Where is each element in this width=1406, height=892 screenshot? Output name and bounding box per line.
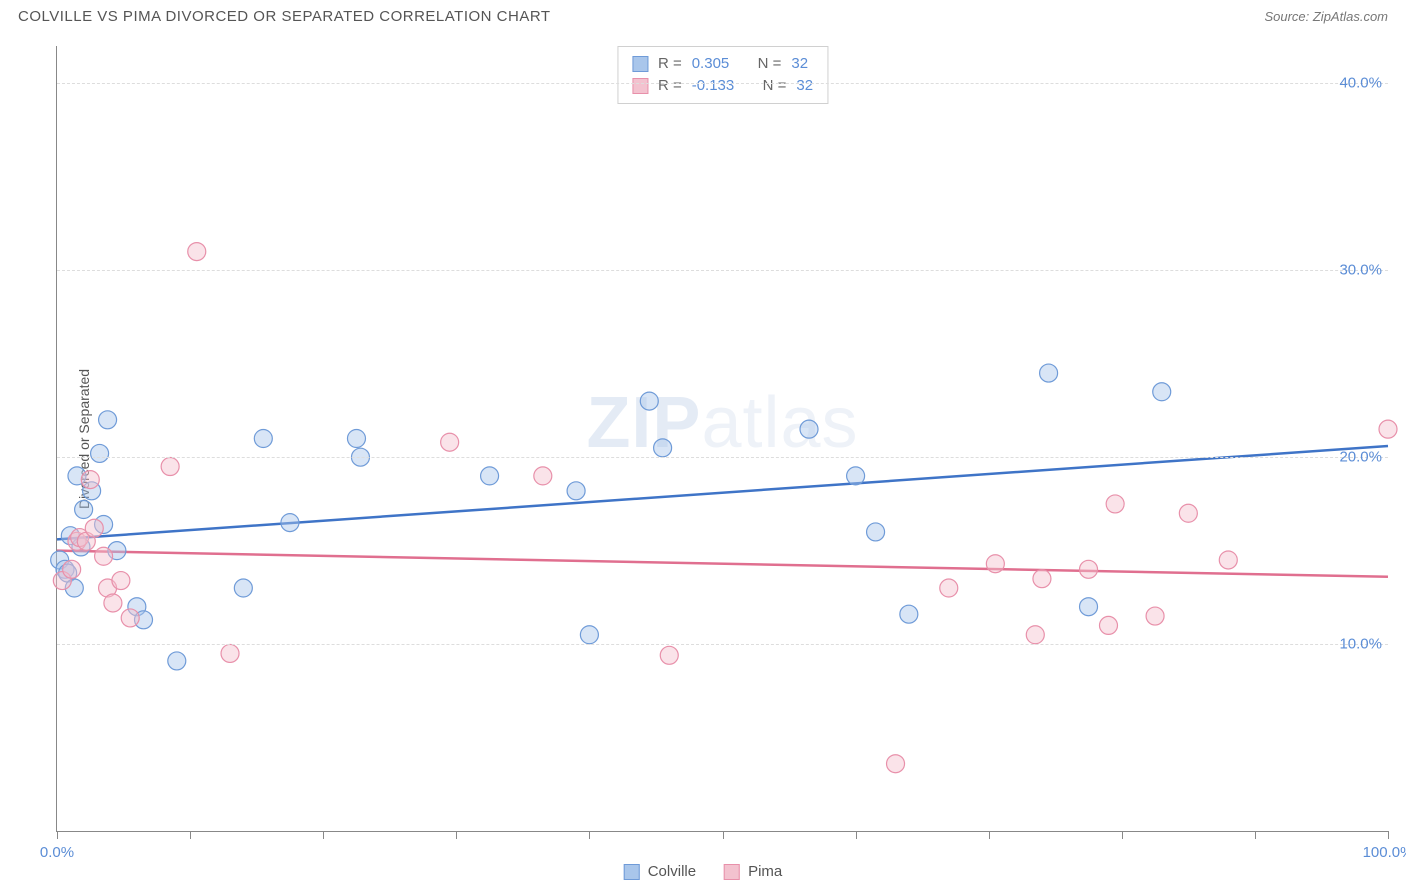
data-point — [800, 420, 818, 438]
data-point — [63, 560, 81, 578]
y-tick-label: 20.0% — [1339, 449, 1382, 466]
trend-line — [57, 446, 1388, 539]
data-point — [1106, 495, 1124, 513]
x-tick — [1255, 831, 1256, 839]
data-point — [654, 439, 672, 457]
x-tick — [323, 831, 324, 839]
data-point — [1179, 504, 1197, 522]
data-point — [112, 572, 130, 590]
data-point — [887, 755, 905, 773]
data-point — [104, 594, 122, 612]
chart-title: COLVILLE VS PIMA DIVORCED OR SEPARATED C… — [18, 8, 551, 25]
legend-label: Pima — [748, 863, 782, 880]
x-tick — [989, 831, 990, 839]
data-point — [1026, 626, 1044, 644]
data-point — [481, 467, 499, 485]
data-point — [121, 609, 139, 627]
data-point — [660, 646, 678, 664]
data-point — [347, 430, 365, 448]
y-tick-label: 30.0% — [1339, 262, 1382, 279]
swatch-icon — [624, 864, 640, 880]
data-point — [640, 392, 658, 410]
x-tick — [589, 831, 590, 839]
swatch-icon — [724, 864, 740, 880]
y-tick-label: 40.0% — [1339, 75, 1382, 92]
data-point — [1219, 551, 1237, 569]
source-label: Source: ZipAtlas.com — [1264, 9, 1388, 24]
data-point — [254, 430, 272, 448]
x-tick — [723, 831, 724, 839]
data-point — [1080, 598, 1098, 616]
data-point — [847, 467, 865, 485]
data-point — [188, 243, 206, 261]
data-point — [91, 444, 109, 462]
data-point — [580, 626, 598, 644]
data-point — [1099, 616, 1117, 634]
x-tick-label: 0.0% — [40, 844, 74, 861]
gridline — [57, 457, 1388, 458]
data-point — [986, 555, 1004, 573]
plot-area: ZIPatlas R =0.305 N =32R =-0.133 N =32 1… — [56, 46, 1388, 832]
data-point — [940, 579, 958, 597]
data-point — [221, 644, 239, 662]
chart-container: Divorced or Separated ZIPatlas R =0.305 … — [18, 36, 1388, 842]
data-point — [441, 433, 459, 451]
data-point — [867, 523, 885, 541]
x-tick — [1122, 831, 1123, 839]
data-point — [1033, 570, 1051, 588]
data-point — [1080, 560, 1098, 578]
data-point — [281, 514, 299, 532]
gridline — [57, 83, 1388, 84]
data-point — [99, 411, 117, 429]
data-point — [168, 652, 186, 670]
data-point — [1040, 364, 1058, 382]
data-point — [1146, 607, 1164, 625]
data-point — [534, 467, 552, 485]
gridline — [57, 270, 1388, 271]
data-point — [567, 482, 585, 500]
data-point — [234, 579, 252, 597]
gridline — [57, 644, 1388, 645]
data-point — [1153, 383, 1171, 401]
data-point — [95, 547, 113, 565]
data-point — [900, 605, 918, 623]
legend: Colville Pima — [624, 863, 783, 880]
x-tick — [1388, 831, 1389, 839]
plot-svg — [57, 46, 1388, 831]
data-point — [85, 519, 103, 537]
legend-item: Colville — [624, 863, 696, 880]
x-tick — [856, 831, 857, 839]
trend-line — [57, 551, 1388, 577]
x-tick-label: 100.0% — [1363, 844, 1406, 861]
x-tick — [57, 831, 58, 839]
x-tick — [456, 831, 457, 839]
data-point — [75, 501, 93, 519]
data-point — [1379, 420, 1397, 438]
legend-item: Pima — [724, 863, 782, 880]
x-tick — [190, 831, 191, 839]
y-tick-label: 10.0% — [1339, 636, 1382, 653]
legend-label: Colville — [648, 863, 696, 880]
data-point — [81, 471, 99, 489]
data-point — [161, 458, 179, 476]
